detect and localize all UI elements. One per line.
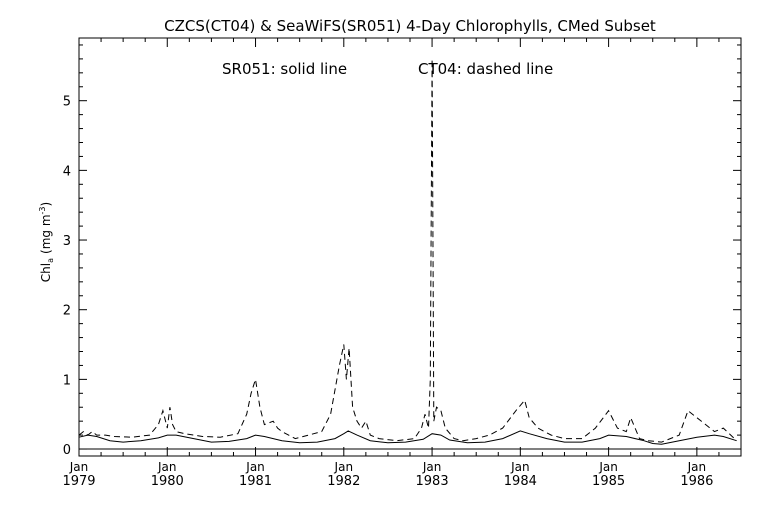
y-label-close: ) xyxy=(39,202,53,207)
y-tick-label: 5 xyxy=(63,95,71,110)
y-label-sub: a xyxy=(46,258,55,263)
x-tick-month: Jan xyxy=(157,460,177,474)
series-line-ct04 xyxy=(78,58,737,443)
y-tick-label: 0 xyxy=(63,443,71,458)
x-tick-year: 1984 xyxy=(504,474,537,489)
y-tick-label: 2 xyxy=(63,304,71,319)
y-label-main: Chl xyxy=(39,263,53,282)
series-line-sr051 xyxy=(78,430,737,445)
y-tick-label: 4 xyxy=(63,164,71,179)
x-tick-year: 1981 xyxy=(239,474,272,489)
annotation-solid: SR051: solid line xyxy=(222,60,347,78)
y-tick-label: 3 xyxy=(63,234,71,249)
x-tick-month: Jan xyxy=(687,460,707,474)
x-axis: Jan1979Jan1980Jan1981Jan1982Jan1983Jan19… xyxy=(62,38,742,489)
x-tick-year: 1979 xyxy=(62,474,95,489)
x-tick-month: Jan xyxy=(334,460,354,474)
plot-frame xyxy=(78,37,742,457)
x-tick-year: 1986 xyxy=(680,474,713,489)
x-tick-month: Jan xyxy=(245,460,265,474)
y-label-exp: -3 xyxy=(38,206,47,214)
x-tick-month: Jan xyxy=(598,460,618,474)
y-axis: 0 1 2 3 4 5 xyxy=(63,44,741,458)
x-tick-month: Jan xyxy=(510,460,530,474)
y-tick-label: 1 xyxy=(63,373,71,388)
x-tick-month: Jan xyxy=(69,460,89,474)
y-axis-label: Chla (mg m-3) xyxy=(38,202,55,282)
x-tick-month: Jan xyxy=(422,460,442,474)
x-tick-year: 1985 xyxy=(592,474,625,489)
x-tick-year: 1983 xyxy=(416,474,449,489)
x-tick-year: 1982 xyxy=(327,474,360,489)
annotation-dashed: CT04: dashed line xyxy=(418,60,553,78)
x-tick-year: 1980 xyxy=(151,474,184,489)
chart-title: CZCS(CT04) & SeaWiFS(SR051) 4-Day Chloro… xyxy=(164,17,656,35)
series-group xyxy=(78,58,737,445)
y-label-units: (mg m xyxy=(39,214,53,254)
plot-border xyxy=(78,37,742,457)
